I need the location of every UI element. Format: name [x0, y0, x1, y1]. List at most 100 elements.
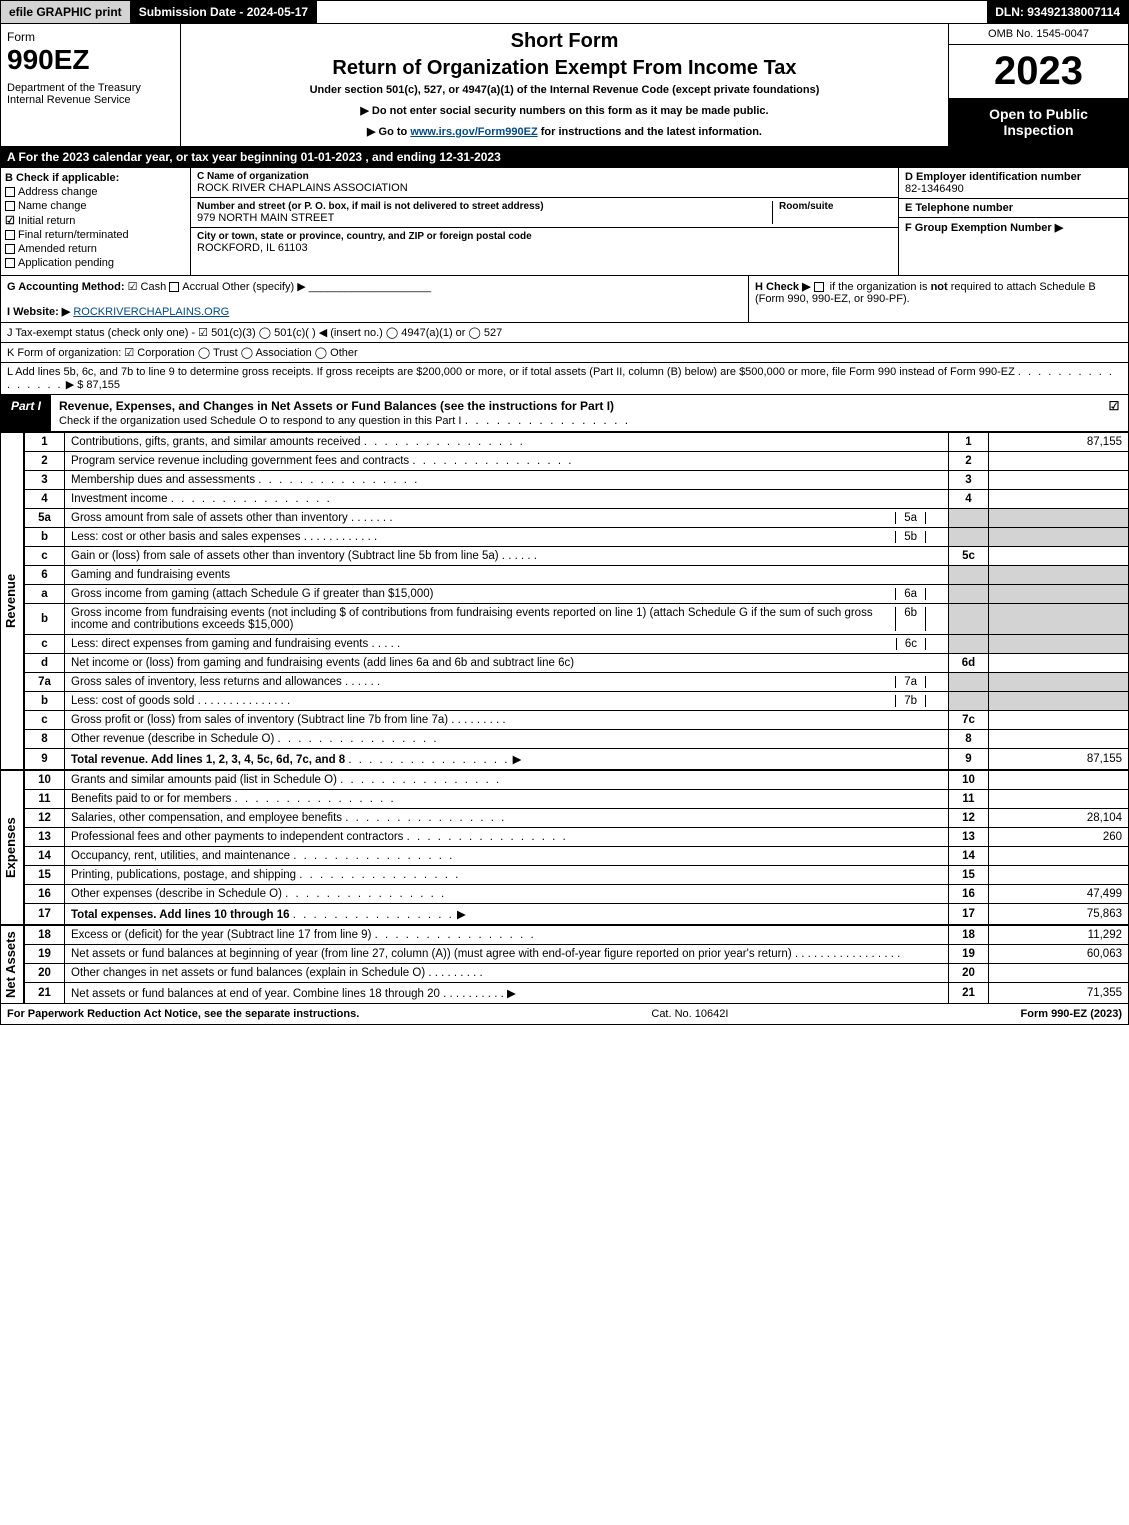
accounting-cash[interactable]: ☑ Cash — [128, 281, 167, 293]
header-right: OMB No. 1545-0047 2023 Open to Public In… — [948, 24, 1128, 146]
line-6c: cLess: direct expenses from gaming and f… — [25, 635, 1129, 654]
irs-link[interactable]: www.irs.gov/Form990EZ — [410, 126, 537, 138]
check-name-label: Name change — [18, 200, 87, 212]
dots-icon: . . . . . . . . . . . . . . . . — [285, 888, 446, 900]
check-address-change[interactable]: Address change — [5, 186, 186, 198]
line-desc: Gross profit or (loss) from sales of inv… — [65, 711, 949, 730]
line-desc: Net assets or fund balances at beginning… — [65, 945, 949, 964]
line-desc: Printing, publications, postage, and shi… — [65, 866, 949, 885]
line-3: 3Membership dues and assessments . . . .… — [25, 471, 1129, 490]
expenses-table: 10Grants and similar amounts paid (list … — [24, 770, 1129, 925]
check-final-return[interactable]: Final return/terminated — [5, 229, 186, 241]
row-l-text: L Add lines 5b, 6c, and 7b to line 9 to … — [7, 366, 1015, 378]
website-label: I Website: ▶ — [7, 306, 70, 318]
line-num: 5a — [25, 509, 65, 528]
line-desc: Net income or (loss) from gaming and fun… — [65, 654, 949, 673]
ssn-warning: ▶ Do not enter social security numbers o… — [187, 104, 942, 117]
line-7a: 7aGross sales of inventory, less returns… — [25, 673, 1129, 692]
line-box: 2 — [949, 452, 989, 471]
line-box-shade — [949, 585, 989, 604]
line-num: c — [25, 711, 65, 730]
part-1-check-line: Check if the organization used Schedule … — [59, 415, 461, 427]
line-box-shade — [949, 673, 989, 692]
line-box-shade — [949, 692, 989, 711]
line-17: 17Total expenses. Add lines 10 through 1… — [25, 904, 1129, 925]
form-label: Form — [7, 30, 174, 44]
part-1-header: Part I Revenue, Expenses, and Changes in… — [0, 395, 1129, 432]
dots-icon: . . . . . . . . . . . . . . . . — [171, 493, 332, 505]
expenses-section: Expenses 10Grants and similar amounts pa… — [0, 770, 1129, 925]
line-6a: aGross income from gaming (attach Schedu… — [25, 585, 1129, 604]
line-amount-shade — [989, 635, 1129, 654]
check-name-change[interactable]: Name change — [5, 200, 186, 212]
line-amount-shade — [989, 528, 1129, 547]
website-link[interactable]: ROCKRIVERCHAPLAINS.ORG — [73, 306, 229, 318]
line-6d: dNet income or (loss) from gaming and fu… — [25, 654, 1129, 673]
check-application-pending[interactable]: Application pending — [5, 257, 186, 269]
line-box: 21 — [949, 983, 989, 1004]
line-desc: Benefits paid to or for members . . . . … — [65, 790, 949, 809]
header-mid: Short Form Return of Organization Exempt… — [181, 24, 948, 146]
check-amended-return[interactable]: Amended return — [5, 243, 186, 255]
line-amount-shade — [989, 692, 1129, 711]
h-checkbox[interactable] — [814, 282, 824, 292]
line-num: b — [25, 604, 65, 635]
sub-box: 6c — [896, 638, 925, 650]
line-desc: Occupancy, rent, utilities, and maintena… — [65, 847, 949, 866]
part-1-checkbox[interactable]: ☑ — [1100, 395, 1128, 431]
line-num: c — [25, 635, 65, 654]
line-num: 14 — [25, 847, 65, 866]
line-num: 19 — [25, 945, 65, 964]
org-name-field: C Name of organization ROCK RIVER CHAPLA… — [191, 168, 898, 198]
arrow-icon: ▶ — [507, 988, 516, 1000]
check-initial-label: Initial return — [18, 215, 75, 227]
city-value: ROCKFORD, IL 61103 — [197, 242, 308, 254]
part-1-title: Revenue, Expenses, and Changes in Net As… — [59, 399, 614, 413]
top-bar: efile GRAPHIC print Submission Date - 20… — [0, 0, 1129, 24]
line-box: 10 — [949, 771, 989, 790]
line-num: 16 — [25, 885, 65, 904]
department-label: Department of the Treasury Internal Reve… — [7, 82, 174, 106]
line-num: 12 — [25, 809, 65, 828]
row-l-amount: ▶ $ 87,155 — [66, 379, 120, 391]
line-box-shade — [949, 509, 989, 528]
sub-amount — [925, 695, 942, 707]
line-box: 17 — [949, 904, 989, 925]
line-amount: 87,155 — [989, 749, 1129, 770]
line-num: 8 — [25, 730, 65, 749]
line-num: 4 — [25, 490, 65, 509]
line-num: b — [25, 528, 65, 547]
line-box-shade — [949, 635, 989, 654]
part-1-tab: Part I — [1, 395, 51, 431]
revenue-section: Revenue 1Contributions, gifts, grants, a… — [0, 432, 1129, 770]
line-amount: 11,292 — [989, 926, 1129, 945]
line-num: 2 — [25, 452, 65, 471]
line-num: 1 — [25, 433, 65, 452]
dots-icon: . . . . . . . . . . . . . . . . — [465, 413, 630, 427]
line-amount-shade — [989, 509, 1129, 528]
dots-icon: . . . . . . . . . . . . . . . . — [364, 436, 525, 448]
accounting-accrual-check[interactable] — [169, 282, 179, 292]
efile-graphic-print-button[interactable]: efile GRAPHIC print — [1, 1, 131, 23]
line-6b: bGross income from fundraising events (n… — [25, 604, 1129, 635]
line-box-shade — [949, 566, 989, 585]
line-amount-shade — [989, 673, 1129, 692]
line-amount — [989, 471, 1129, 490]
line-7c: cGross profit or (loss) from sales of in… — [25, 711, 1129, 730]
part-1-title-wrap: Revenue, Expenses, and Changes in Net As… — [51, 395, 1100, 431]
line-box: 18 — [949, 926, 989, 945]
line-amount — [989, 711, 1129, 730]
check-initial-return[interactable]: ☑ Initial return — [5, 214, 186, 227]
line-16: 16Other expenses (describe in Schedule O… — [25, 885, 1129, 904]
schedule-b-note: H Check ▶ if the organization is not req… — [748, 276, 1128, 322]
telephone-label: E Telephone number — [905, 202, 1013, 214]
group-exemption-label: F Group Exemption Number ▶ — [905, 222, 1063, 234]
row-a-calendar-year: A For the 2023 calendar year, or tax yea… — [0, 147, 1129, 168]
section-c: C Name of organization ROCK RIVER CHAPLA… — [191, 168, 898, 275]
net-assets-section: Net Assets 18Excess or (deficit) for the… — [0, 925, 1129, 1004]
footer-left: For Paperwork Reduction Act Notice, see … — [7, 1008, 359, 1020]
goto-suffix: for instructions and the latest informat… — [541, 126, 762, 138]
line-desc: Other changes in net assets or fund bala… — [65, 964, 949, 983]
org-name-label: C Name of organization — [197, 171, 892, 182]
line-amount: 60,063 — [989, 945, 1129, 964]
